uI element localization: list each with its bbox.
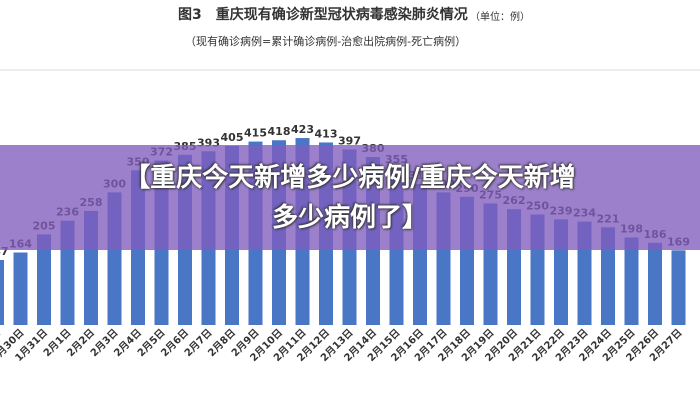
bar [13,252,28,325]
bar [671,250,686,325]
value-label: 397 [338,135,361,148]
bar [601,227,615,325]
chart-subtitle: （现有确诊病例=累计确诊病例-治愈出院病例-死亡病例） [185,34,466,48]
overlay-banner: 【重庆今天新增多少病例/重庆今天新增 多少病例了】 [0,145,700,250]
value-label: 413 [315,127,338,140]
value-label: 405 [221,131,244,144]
bar [624,237,639,325]
value-label: 418 [268,125,291,138]
overlay-line: 多少病例了】 [271,202,428,233]
unit-note: （单位：例） [470,10,530,23]
overlay-line: 【重庆今天新增多少病例/重庆今天新增 [124,162,576,193]
bar [0,260,4,325]
chart-title: 图3 重庆现有确诊新型冠状病毒感染肺炎情况 [178,6,468,23]
bar [648,242,662,325]
bar [37,234,51,325]
value-label: 423 [291,123,314,136]
value-label: 147 [0,245,8,258]
value-label: 415 [244,127,267,140]
